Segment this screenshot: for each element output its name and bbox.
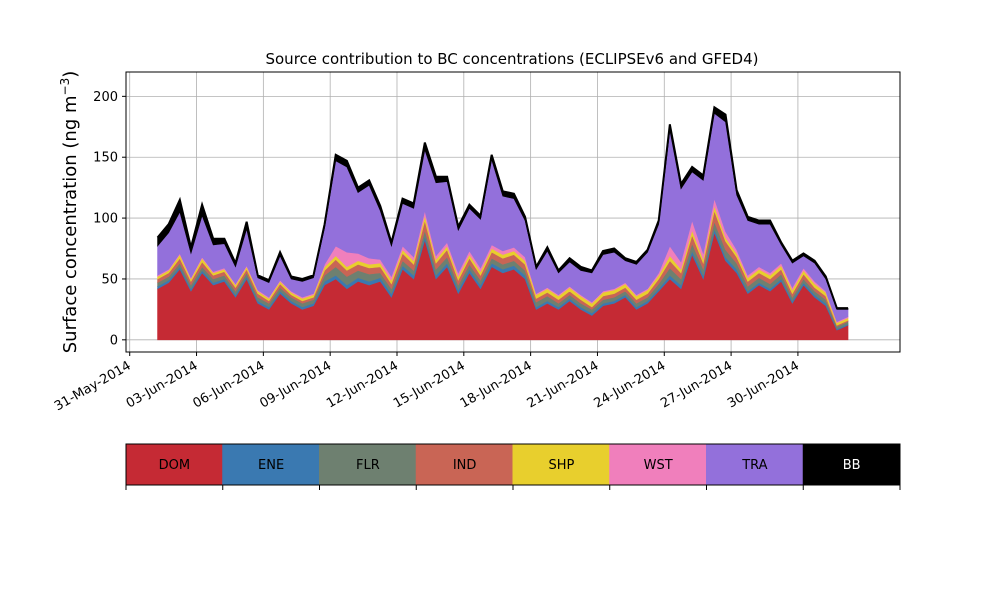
y-tick-label: 50 bbox=[101, 272, 118, 287]
x-tick-label: 31-May-2014 bbox=[52, 358, 134, 414]
legend-swatch-ene bbox=[222, 443, 320, 486]
x-tick-label: 21-Jun-2014 bbox=[525, 358, 602, 411]
x-tick-label: 30-Jun-2014 bbox=[725, 358, 802, 411]
y-axis-label: Surface concentration (ng m−3) bbox=[58, 71, 81, 354]
y-tick-label: 100 bbox=[93, 212, 118, 227]
legend-label-ind: IND bbox=[453, 458, 477, 473]
y-tick-label: 200 bbox=[93, 90, 118, 105]
x-tick-label: 06-Jun-2014 bbox=[191, 358, 268, 411]
y-axis-label-close: ) bbox=[60, 71, 81, 78]
legend-swatch-ind bbox=[415, 443, 514, 486]
legend-swatch-shp bbox=[512, 443, 611, 486]
x-tick-label: 27-Jun-2014 bbox=[658, 358, 735, 411]
legend-swatch-bb bbox=[802, 443, 901, 486]
legend-swatch-flr bbox=[319, 443, 417, 486]
x-tick-label: 15-Jun-2014 bbox=[391, 358, 468, 411]
x-tick-label: 18-Jun-2014 bbox=[458, 358, 535, 411]
x-tick-label: 03-Jun-2014 bbox=[124, 358, 201, 411]
y-tick-label: 150 bbox=[93, 151, 118, 166]
legend-label-tra: TRA bbox=[741, 458, 767, 473]
y-axis-label-main: Surface concentration (ng m bbox=[60, 95, 81, 353]
legend-label-flr: FLR bbox=[356, 458, 380, 473]
x-tick-label: 12-Jun-2014 bbox=[324, 358, 401, 411]
legend-label-wst: WST bbox=[644, 458, 673, 473]
x-tick-label: 09-Jun-2014 bbox=[257, 358, 334, 411]
legend-label-bb: BB bbox=[843, 458, 861, 473]
legend-label-dom: DOM bbox=[159, 458, 190, 473]
y-axis-label-sup: −3 bbox=[58, 78, 72, 96]
total-outline bbox=[156, 105, 849, 310]
legend-colorbar: DOM ENE FLR IND SHP WST TRA BB bbox=[125, 443, 901, 490]
x-tick-label: 24-Jun-2014 bbox=[591, 358, 668, 411]
legend-swatch-tra bbox=[706, 443, 804, 486]
y-tick-label: 0 bbox=[110, 333, 118, 348]
legend-label-ene: ENE bbox=[258, 458, 284, 473]
chart-title: Source contribution to BC concentrations… bbox=[265, 50, 758, 68]
plot-frame bbox=[125, 71, 901, 353]
legend-label-shp: SHP bbox=[548, 458, 574, 473]
area-layer bbox=[156, 105, 849, 341]
